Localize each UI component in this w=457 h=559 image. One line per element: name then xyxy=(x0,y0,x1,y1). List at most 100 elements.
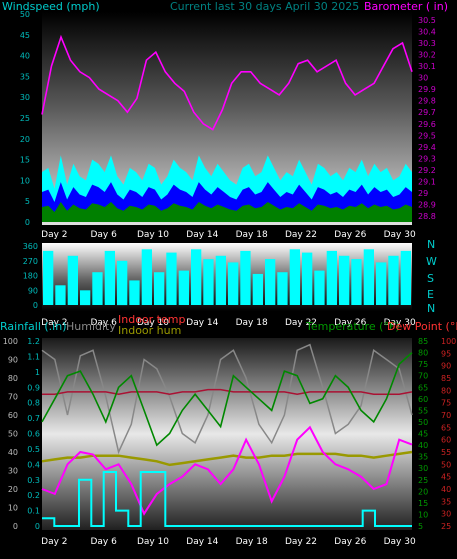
wind-low-area xyxy=(42,202,412,222)
humidity-ytick-label: 60 xyxy=(8,411,18,420)
wind-ytick-label: 0 xyxy=(25,218,30,227)
baro-ytick-label: 29.4 xyxy=(418,143,436,152)
direction-xtick-label: Day 6 xyxy=(90,318,117,328)
weather-xtick-label: Day 14 xyxy=(186,537,218,547)
humidity-ytick-label: 100 xyxy=(3,337,18,346)
wind-xtick-label: Day 22 xyxy=(285,230,317,240)
humidity-ytick-label: 80 xyxy=(8,374,18,383)
dew-ytick-label: 65 xyxy=(441,423,451,432)
direction-bar xyxy=(67,255,78,305)
direction-bar xyxy=(178,270,189,305)
indoor-temp-label: Indoor temp xyxy=(118,313,185,326)
wind-ytick-label: 30 xyxy=(20,93,30,102)
baro-ytick-label: 28.8 xyxy=(418,212,436,221)
wind-ytick-label: 45 xyxy=(20,31,30,40)
direction-bar xyxy=(92,272,103,305)
humidity-ytick-label: 40 xyxy=(8,448,18,457)
wind-ytick-label: 35 xyxy=(20,72,30,81)
temp-ytick-label: 75 xyxy=(418,360,428,369)
baro-ytick-label: 29.2 xyxy=(418,166,436,175)
direction-bar xyxy=(376,262,387,305)
direction-bar xyxy=(240,250,251,305)
humidity-ytick-label: 10 xyxy=(8,504,18,513)
compass-w: W xyxy=(426,255,437,268)
wind-ytick-label: 20 xyxy=(20,135,30,144)
direction-bar xyxy=(314,270,325,305)
dew-ytick-label: 75 xyxy=(441,399,451,408)
temp-ytick-label: 5 xyxy=(418,522,423,531)
wind-ytick-label: 25 xyxy=(20,114,30,123)
dew-ytick-label: 40 xyxy=(441,485,451,494)
direction-xtick-label: Day 10 xyxy=(137,318,169,328)
direction-xtick-label: Day 26 xyxy=(334,318,366,328)
wind-xtick-label: Day 18 xyxy=(236,230,268,240)
dewpoint-label: Dew Point (°F) xyxy=(387,320,457,333)
direction-ytick-label: 0 xyxy=(33,301,38,310)
temp-ytick-label: 65 xyxy=(418,383,428,392)
direction-bar xyxy=(388,255,399,305)
chart-title: Current last 30 days April 30 2025 xyxy=(170,0,359,13)
temperature-label: Temperature (°F) xyxy=(305,320,400,333)
dew-ytick-label: 100 xyxy=(441,337,456,346)
dew-ytick-label: 90 xyxy=(441,362,451,371)
direction-bar xyxy=(80,290,91,306)
baro-ytick-label: 29.9 xyxy=(418,85,436,94)
weather-xtick-label: Day 30 xyxy=(384,537,416,547)
temp-ytick-label: 70 xyxy=(418,372,428,381)
dew-ytick-label: 80 xyxy=(441,386,451,395)
direction-bar xyxy=(55,285,66,305)
baro-ytick-label: 30.5 xyxy=(418,16,436,25)
dew-ytick-label: 45 xyxy=(441,473,451,482)
temp-ytick-label: 60 xyxy=(418,395,428,404)
direction-bar xyxy=(339,255,350,305)
baro-ytick-label: 30.3 xyxy=(418,39,436,48)
direction-xtick-label: Day 22 xyxy=(285,318,317,328)
baro-ytick-label: 30.1 xyxy=(418,62,436,71)
wind-xtick-label: Day 26 xyxy=(334,230,366,240)
weather-xtick-label: Day 22 xyxy=(285,537,317,547)
direction-bar xyxy=(265,259,276,305)
baro-ytick-label: 29.7 xyxy=(418,108,436,117)
baro-ytick-label: 29.6 xyxy=(418,120,436,129)
rain-ytick-label: 0.2 xyxy=(27,491,40,500)
dew-ytick-label: 95 xyxy=(441,349,451,358)
rain-ytick-label: 0.3 xyxy=(27,476,40,485)
humidity-ytick-label: 70 xyxy=(8,393,18,402)
direction-bar xyxy=(154,272,165,305)
dew-ytick-label: 60 xyxy=(441,436,451,445)
rain-ytick-label: 0 xyxy=(35,522,40,531)
direction-ytick-label: 270 xyxy=(23,257,38,266)
temp-ytick-label: 35 xyxy=(418,453,428,462)
temp-ytick-label: 15 xyxy=(418,499,428,508)
dew-ytick-label: 70 xyxy=(441,411,451,420)
humidity-line xyxy=(41,343,413,455)
rain-ytick-label: 0.7 xyxy=(27,414,40,423)
dew-ytick-label: 30 xyxy=(441,510,451,519)
rain-ytick-label: 0.5 xyxy=(27,445,40,454)
temp-ytick-label: 50 xyxy=(418,418,428,427)
baro-ytick-label: 30.4 xyxy=(418,27,436,36)
rain-ytick-label: 0.1 xyxy=(27,507,40,516)
wind-xtick-label: Day 30 xyxy=(384,230,416,240)
compass-s: S xyxy=(427,272,434,285)
wind-ytick-label: 40 xyxy=(20,52,30,61)
rain-ytick-label: 0.9 xyxy=(27,383,40,392)
temp-ytick-label: 40 xyxy=(418,441,428,450)
wind-ytick-label: 5 xyxy=(25,197,30,206)
direction-xtick-label: Day 30 xyxy=(384,318,416,328)
temp-ytick-label: 80 xyxy=(418,349,428,358)
panel-direction-bg xyxy=(42,243,412,311)
dew-ytick-label: 25 xyxy=(441,522,451,531)
weather-xtick-label: Day 6 xyxy=(90,537,117,547)
baro-ytick-label: 28.9 xyxy=(418,201,436,210)
rainfall-label: Rainfall (.in) xyxy=(0,320,67,333)
weather-xtick-label: Day 26 xyxy=(334,537,366,547)
direction-bar xyxy=(363,249,374,305)
wind-xtick-label: Day 14 xyxy=(186,230,218,240)
direction-bar xyxy=(104,250,115,305)
temp-ytick-label: 55 xyxy=(418,406,428,415)
direction-bar xyxy=(289,249,300,305)
rain-ytick-label: 1.1 xyxy=(27,352,40,361)
direction-bar xyxy=(302,252,313,305)
